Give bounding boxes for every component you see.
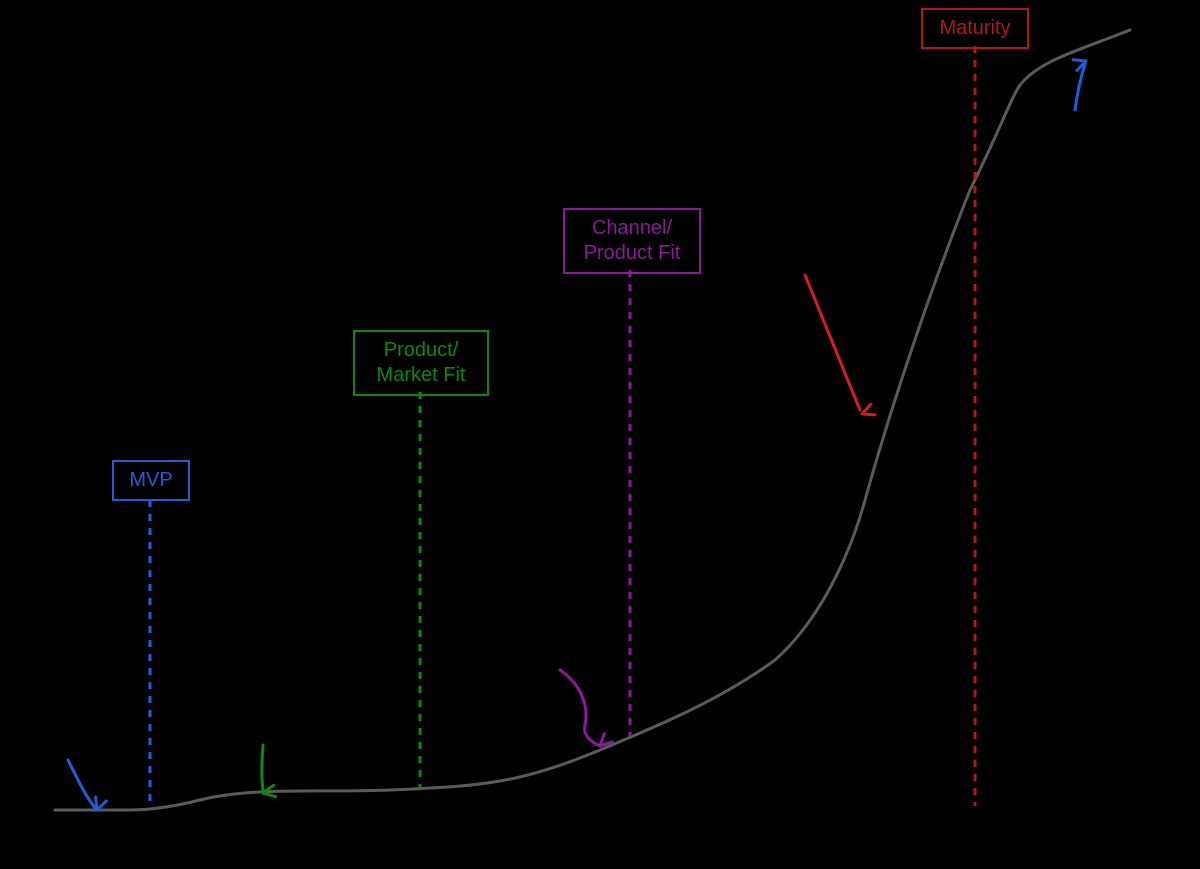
diagram-canvas bbox=[0, 0, 1200, 869]
marker-label-pmf: Product/ Market Fit bbox=[353, 330, 489, 396]
arrow-scale bbox=[805, 275, 875, 415]
arrow-maturity-up bbox=[1073, 60, 1086, 110]
arrow-mvp-curve bbox=[68, 760, 106, 810]
growth-curve bbox=[55, 30, 1130, 810]
marker-label-cpf: Channel/ Product Fit bbox=[563, 208, 701, 274]
marker-label-maturity: Maturity bbox=[921, 8, 1029, 49]
arrow-cpf-curve bbox=[560, 670, 612, 746]
arrow-pmf-curve bbox=[262, 745, 276, 797]
marker-label-mvp: MVP bbox=[112, 460, 190, 501]
